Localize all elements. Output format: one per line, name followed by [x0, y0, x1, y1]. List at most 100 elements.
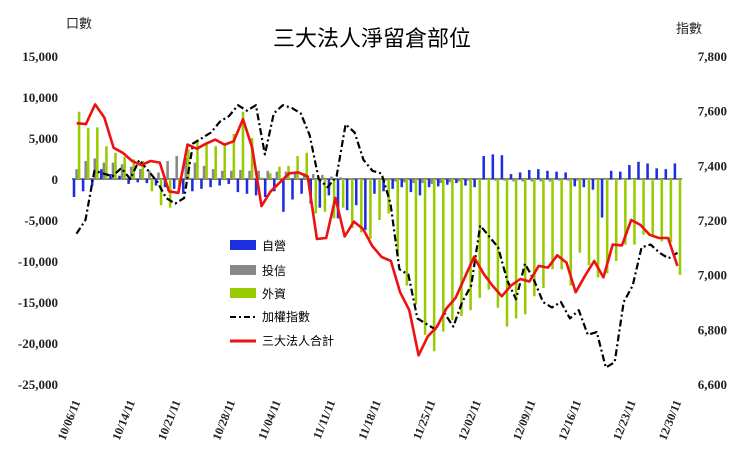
dealer-bar	[446, 179, 449, 185]
dealer-bar	[209, 179, 212, 188]
left-tick-label: -15,000	[18, 295, 58, 310]
left-tick-label: 5,000	[29, 131, 58, 146]
dealer-bar	[154, 179, 158, 186]
trust-bar	[421, 179, 424, 184]
x-tick-label: 12/23/11	[610, 398, 639, 442]
dealer-bar	[181, 179, 185, 194]
x-tick-label: 10/28/11	[209, 398, 238, 442]
dealer-bar	[118, 175, 121, 179]
trust-bar	[139, 169, 142, 179]
foreign-bar	[678, 179, 682, 275]
foreign-bar	[596, 179, 600, 278]
trust-bar	[585, 179, 588, 180]
trust-bar	[129, 166, 133, 179]
trust-bar	[102, 162, 106, 179]
foreign-bar	[578, 179, 582, 253]
foreign-bar	[350, 179, 354, 229]
right-axis-unit: 指數	[676, 22, 702, 37]
dealer-bar	[555, 171, 558, 179]
left-tick-label: -25,000	[18, 377, 58, 392]
trust-bar	[457, 179, 461, 182]
trust-bar	[366, 179, 370, 180]
foreign-bar	[551, 179, 554, 270]
dealer-bar	[364, 179, 367, 230]
legend-swatch-trust	[230, 265, 256, 275]
trust-bar	[530, 179, 534, 182]
left-tick-label: -5,000	[24, 213, 58, 228]
trust-bar	[548, 179, 552, 182]
trust-bar	[594, 179, 597, 180]
foreign-bar	[624, 179, 627, 245]
dealer-bar	[254, 179, 258, 196]
dealer-bar	[473, 179, 476, 188]
legend-label-total: 三大法人合計	[262, 333, 334, 348]
dealer-bar	[90, 179, 94, 186]
dealer-bar	[455, 179, 458, 184]
left-tick-label: 10,000	[22, 90, 58, 105]
foreign-bar	[114, 152, 117, 179]
trust-bar	[439, 179, 443, 184]
dealer-bar	[537, 169, 540, 179]
dealer-bar	[145, 179, 149, 184]
dealer-bar	[100, 169, 103, 179]
foreign-bar	[569, 179, 573, 286]
foreign-bar	[205, 144, 208, 179]
foreign-bar	[614, 179, 618, 261]
foreign-bar	[360, 179, 363, 233]
dealer-bar	[464, 179, 467, 186]
dealer-bar	[637, 161, 640, 179]
trust-bar	[93, 158, 97, 179]
dealer-bar	[236, 179, 240, 193]
trust-bar	[266, 170, 270, 179]
legend-label-trust: 投信	[262, 263, 286, 278]
trust-bar	[393, 179, 397, 182]
trust-bar	[612, 179, 615, 180]
trust-bar	[339, 177, 342, 179]
trust-bar	[184, 157, 188, 179]
x-tick-label: 12/02/11	[455, 398, 484, 442]
dealer-bar	[136, 179, 140, 183]
trust-bar	[111, 162, 115, 179]
right-tick-label: 7,000	[698, 268, 727, 283]
foreign-bar	[314, 179, 318, 214]
trust-bar	[175, 156, 178, 179]
foreign-bar	[396, 179, 400, 257]
dealer-bar	[673, 163, 677, 179]
trust-bar	[494, 179, 497, 181]
foreign-bar	[86, 128, 90, 179]
lines-layer	[75, 103, 679, 369]
dealer-bar	[609, 170, 613, 179]
dealer-bar	[655, 168, 658, 179]
foreign-bar	[496, 179, 500, 308]
dealer-bar	[391, 179, 394, 189]
legend-label-dealer: 自營	[262, 239, 286, 253]
index-line	[75, 104, 679, 369]
trust-bar	[202, 165, 206, 179]
foreign-bar	[77, 111, 81, 179]
trust-bar	[348, 178, 351, 179]
foreign-bar	[278, 166, 281, 179]
left-tick-label: 15,000	[22, 49, 58, 64]
legend-swatch-foreign	[230, 288, 256, 298]
dealer-bar	[482, 156, 485, 179]
trust-bar	[403, 179, 406, 183]
right-axis-ticks: 7,800 7,600 7,400 7,200 7,000 6,800 6,600	[698, 49, 727, 392]
trust-bar	[293, 172, 297, 179]
legend: 自營 投信 外資 加權指數 三大法人合計	[230, 239, 334, 348]
foreign-bar	[469, 179, 472, 311]
foreign-bar	[405, 179, 409, 286]
x-tick-label: 10/06/11	[55, 398, 84, 442]
trust-bar	[275, 171, 279, 179]
dealer-bar	[81, 179, 85, 192]
left-tick-label: -20,000	[18, 336, 58, 351]
x-tick-label: 12/16/11	[555, 398, 584, 442]
foreign-bar	[542, 179, 545, 289]
total-line	[76, 103, 679, 357]
dealer-bar	[245, 179, 249, 194]
foreign-bar	[560, 179, 563, 270]
trust-bar	[166, 160, 169, 179]
bars-layer	[72, 111, 682, 352]
right-tick-label: 6,800	[698, 322, 727, 337]
right-tick-label: 7,400	[698, 158, 727, 173]
dealer-bar	[418, 179, 422, 196]
